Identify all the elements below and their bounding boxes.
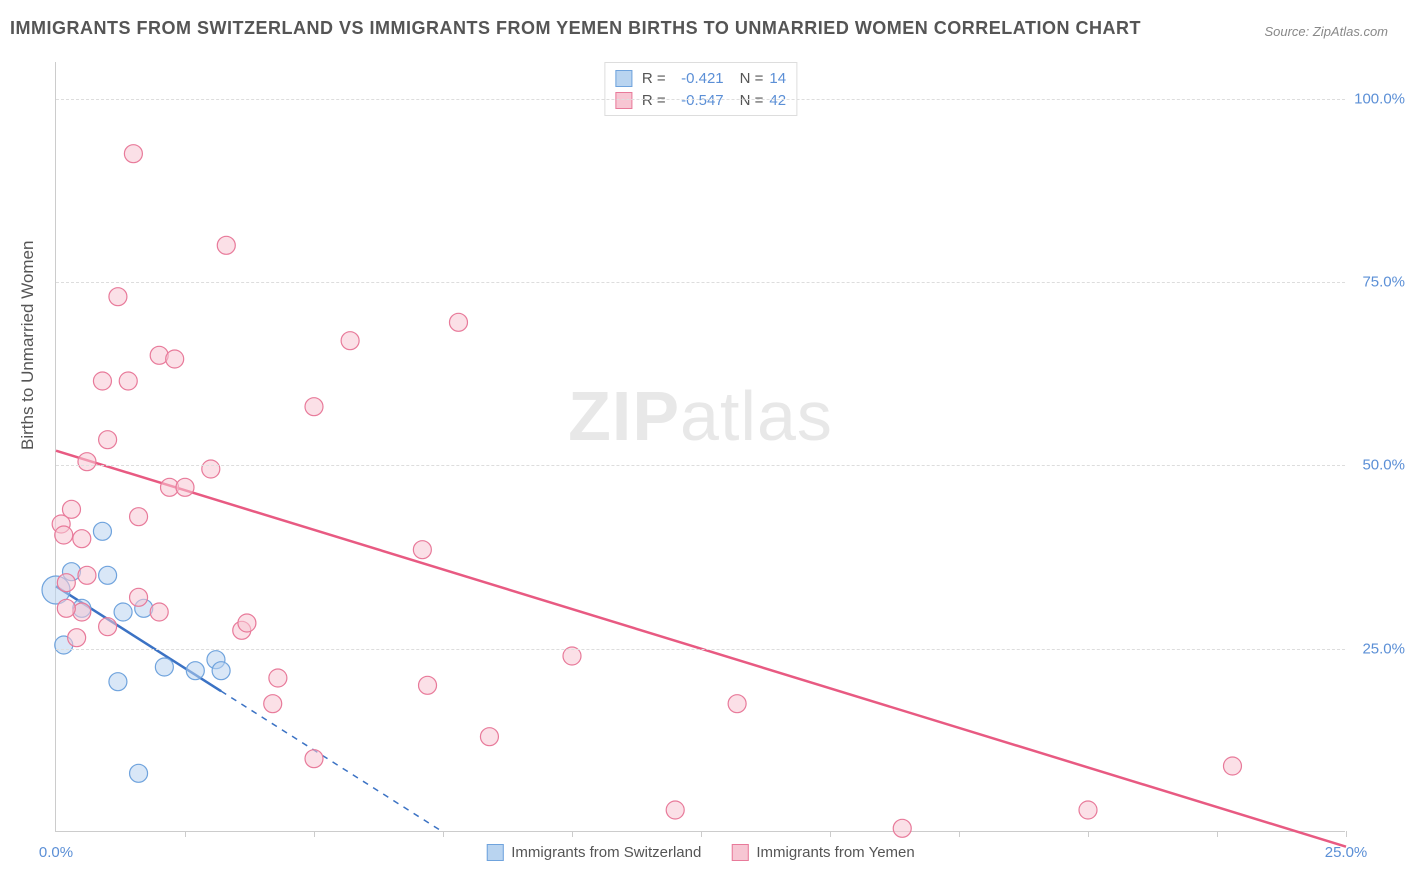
legend-n-value: 42 — [769, 92, 786, 109]
data-point — [130, 508, 148, 526]
data-point — [238, 614, 256, 632]
data-point — [419, 676, 437, 694]
data-point — [155, 658, 173, 676]
data-point — [93, 372, 111, 390]
gridline — [56, 99, 1345, 100]
legend-n-label: N = — [740, 92, 764, 109]
legend-correlation: R = -0.421 N = 14 R = -0.547 N = 42 — [604, 62, 797, 116]
data-point — [57, 574, 75, 592]
data-point — [119, 372, 137, 390]
data-point — [186, 662, 204, 680]
chart-svg — [56, 62, 1345, 831]
x-tick — [572, 831, 573, 837]
x-tick-label: 25.0% — [1325, 844, 1368, 861]
data-point — [212, 662, 230, 680]
x-tick — [1346, 831, 1347, 837]
data-point — [166, 350, 184, 368]
data-point — [93, 522, 111, 540]
data-point — [305, 398, 323, 416]
y-tick-label: 25.0% — [1362, 640, 1405, 657]
data-point — [68, 629, 86, 647]
legend-series-label: Immigrants from Yemen — [756, 844, 914, 861]
data-point — [99, 431, 117, 449]
legend-r-label: R = — [642, 70, 666, 87]
gridline — [56, 282, 1345, 283]
data-point — [413, 541, 431, 559]
source-credit: Source: ZipAtlas.com — [1264, 24, 1388, 39]
data-point — [99, 566, 117, 584]
data-point — [269, 669, 287, 687]
gridline — [56, 649, 1345, 650]
x-tick — [1088, 831, 1089, 837]
data-point — [305, 750, 323, 768]
data-point — [202, 460, 220, 478]
data-point — [563, 647, 581, 665]
data-point — [449, 313, 467, 331]
trend-line-dashed — [221, 691, 443, 832]
x-tick — [959, 831, 960, 837]
x-tick — [830, 831, 831, 837]
data-point — [480, 728, 498, 746]
x-tick — [701, 831, 702, 837]
data-point — [893, 819, 911, 837]
legend-swatch — [615, 92, 632, 109]
legend-series-item: Immigrants from Yemen — [731, 844, 914, 861]
data-point — [264, 695, 282, 713]
x-tick — [443, 831, 444, 837]
legend-correlation-row: R = -0.547 N = 42 — [615, 89, 786, 111]
data-point — [1079, 801, 1097, 819]
legend-series-item: Immigrants from Switzerland — [486, 844, 701, 861]
gridline — [56, 465, 1345, 466]
data-point — [55, 526, 73, 544]
plot-area: ZIPatlas R =-0.421N =14R =-0.547N =42 Im… — [55, 62, 1345, 832]
legend-swatch — [615, 70, 632, 87]
data-point — [666, 801, 684, 819]
data-point — [99, 618, 117, 636]
data-point — [78, 566, 96, 584]
data-point — [1223, 757, 1241, 775]
data-point — [114, 603, 132, 621]
legend-swatch — [731, 844, 748, 861]
x-tick — [1217, 831, 1218, 837]
data-point — [150, 603, 168, 621]
x-tick — [314, 831, 315, 837]
y-tick-label: 100.0% — [1354, 90, 1405, 107]
data-point — [728, 695, 746, 713]
legend-series: Immigrants from Switzerland Immigrants fr… — [486, 844, 914, 861]
legend-series-label: Immigrants from Switzerland — [511, 844, 701, 861]
y-tick-label: 75.0% — [1362, 274, 1405, 291]
data-point — [124, 145, 142, 163]
legend-r-value: -0.421 — [672, 70, 724, 87]
data-point — [57, 599, 75, 617]
data-point — [176, 478, 194, 496]
legend-n-label: N = — [740, 70, 764, 87]
y-axis-label: Births to Unmarried Women — [18, 241, 38, 450]
data-point — [130, 764, 148, 782]
x-tick-label: 0.0% — [39, 844, 73, 861]
legend-r-value: -0.547 — [672, 92, 724, 109]
chart-title: IMMIGRANTS FROM SWITZERLAND VS IMMIGRANT… — [10, 18, 1141, 39]
data-point — [341, 332, 359, 350]
data-point — [78, 453, 96, 471]
legend-n-value: 14 — [769, 70, 786, 87]
data-point — [217, 236, 235, 254]
legend-correlation-row: R = -0.421 N = 14 — [615, 67, 786, 89]
legend-swatch — [486, 844, 503, 861]
data-point — [109, 288, 127, 306]
data-point — [130, 588, 148, 606]
x-tick — [185, 831, 186, 837]
y-tick-label: 50.0% — [1362, 457, 1405, 474]
data-point — [109, 673, 127, 691]
data-point — [73, 530, 91, 548]
legend-r-label: R = — [642, 92, 666, 109]
